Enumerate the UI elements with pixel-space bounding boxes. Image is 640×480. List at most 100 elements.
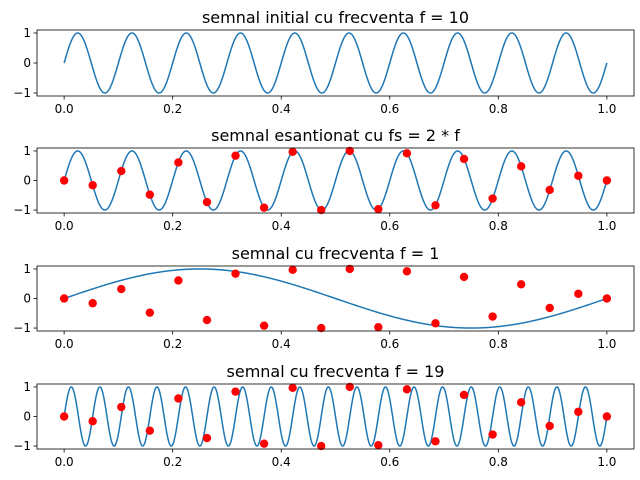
sample-point [145, 308, 155, 317]
x-tick-label: 0.6 [380, 219, 399, 233]
y-tick-label: −1 [13, 439, 31, 453]
sample-point [59, 412, 69, 421]
sample-point [202, 315, 212, 325]
sample-point [374, 204, 383, 214]
sample-point [88, 417, 97, 426]
sample-point [59, 294, 69, 303]
x-tick-label: 0.0 [55, 337, 74, 351]
sample-point [602, 176, 612, 185]
sample-point [117, 402, 126, 412]
subplot-title: semnal esantionat cu fs = 2 * f [211, 126, 460, 145]
sample-point [602, 412, 612, 421]
y-tick-label: −1 [13, 321, 31, 335]
sample-point [231, 269, 240, 278]
sample-point [288, 383, 297, 393]
x-tick-label: 1.0 [597, 102, 616, 116]
sample-point [402, 385, 412, 394]
x-tick-label: 0.4 [272, 102, 291, 116]
x-tick-label: 1.0 [597, 337, 616, 351]
sample-point [516, 280, 526, 289]
sample-point [488, 194, 497, 203]
sample-point [145, 190, 155, 199]
y-tick-label: 1 [23, 380, 31, 394]
sample-point [402, 149, 412, 158]
sample-point [345, 264, 354, 274]
series-line [63, 268, 608, 329]
x-tick-label: 0.6 [380, 455, 399, 469]
sample-point [202, 433, 212, 443]
sample-point [545, 185, 554, 195]
sample-point [402, 267, 412, 276]
sample-point [545, 303, 554, 313]
y-tick-label: 0 [23, 174, 31, 188]
sample-point [59, 176, 69, 185]
y-tick-label: −1 [13, 203, 31, 217]
sample-point [488, 430, 497, 439]
sample-point [574, 171, 583, 180]
x-tick-label: 0.2 [163, 337, 182, 351]
series-line [63, 32, 608, 94]
sample-point [574, 407, 583, 416]
sample-point [174, 394, 183, 403]
sample-point [602, 294, 612, 303]
x-tick-label: 0.2 [163, 219, 182, 233]
subplot-1: semnal initial cu frecventa f = 10 0.0 0.2… [13, 8, 635, 116]
y-tick-label: 0 [23, 56, 31, 70]
subplot-title: semnal initial cu frecventa f = 10 [202, 8, 469, 27]
sample-point [231, 151, 240, 160]
x-tick-label: 0.0 [55, 455, 74, 469]
sample-point [231, 387, 240, 396]
sample-point [345, 146, 354, 156]
sample-point [259, 439, 269, 448]
sample-point [345, 382, 354, 392]
subplot-3: semnal cu frecventa f = 1 0.0 0.2 0.4 0.6 0.8… [13, 244, 635, 351]
x-tick-label: 0.4 [272, 455, 291, 469]
subplot-title: semnal cu frecventa f = 19 [227, 362, 445, 381]
sample-point [88, 181, 97, 190]
x-tick-label: 0.8 [489, 102, 508, 116]
x-tick-label: 0.8 [489, 337, 508, 351]
x-tick-label: 0.8 [489, 219, 508, 233]
sample-point [288, 147, 297, 157]
sample-point [317, 323, 326, 333]
y-tick-label: 1 [23, 144, 31, 158]
sample-point [459, 272, 469, 282]
y-tick-label: −1 [13, 86, 31, 100]
sample-point [516, 398, 526, 407]
sample-point [145, 426, 155, 435]
x-tick-label: 0.4 [272, 219, 291, 233]
sample-point [174, 158, 183, 167]
sample-point [288, 265, 297, 275]
sample-point [88, 299, 97, 308]
x-tick-label: 1.0 [597, 455, 616, 469]
sample-point [374, 322, 383, 332]
sample-point [574, 289, 583, 298]
y-tick-label: 1 [23, 262, 31, 276]
subplot-4: semnal cu frecventa f = 19 0.0 0.2 0.4 0.6 0.… [13, 362, 635, 469]
sample-point [545, 421, 554, 431]
sample-point [488, 312, 497, 321]
x-tick-label: 0.2 [163, 102, 182, 116]
sample-point [374, 440, 383, 450]
series-line [63, 386, 608, 447]
sample-point [431, 437, 440, 446]
x-tick-label: 0.0 [55, 102, 74, 116]
sample-point [459, 154, 469, 164]
sample-point [259, 203, 269, 212]
subplot-title: semnal cu frecventa f = 1 [232, 244, 440, 263]
x-tick-label: 0.2 [163, 455, 182, 469]
x-tick-label: 0.4 [272, 337, 291, 351]
sample-point [317, 441, 326, 451]
sample-point [431, 201, 440, 210]
sample-point [174, 276, 183, 285]
x-tick-label: 0.8 [489, 455, 508, 469]
sample-point [202, 197, 212, 207]
sample-point [117, 166, 126, 176]
sample-point [516, 162, 526, 171]
y-tick-label: 0 [23, 292, 31, 306]
y-tick-label: 1 [23, 26, 31, 40]
y-tick-label: 0 [23, 410, 31, 424]
sample-point [259, 321, 269, 330]
subplot-2: semnal esantionat cu fs = 2 * f 0.0 0.2 0.4… [13, 126, 635, 233]
